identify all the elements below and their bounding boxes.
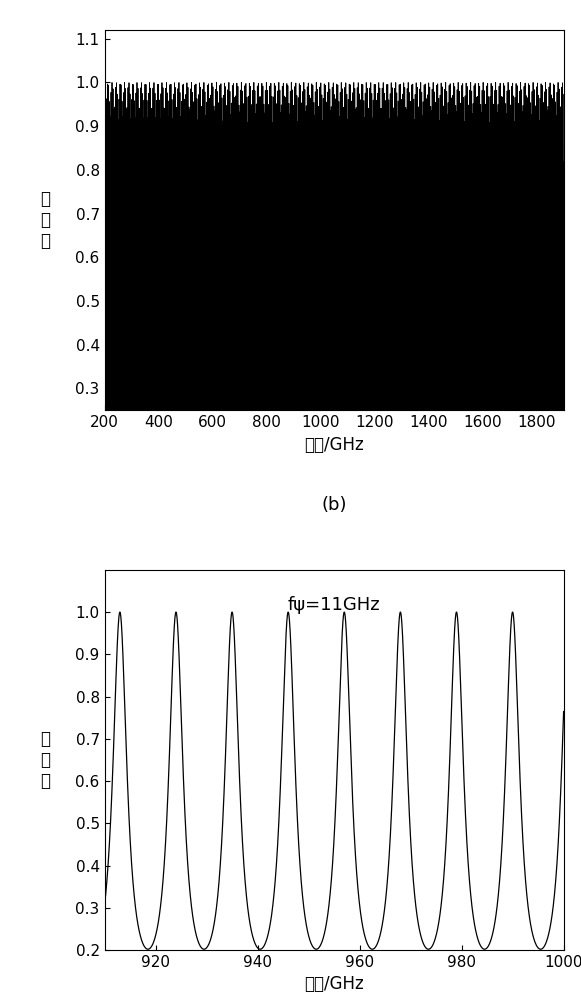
Y-axis label: 透
射
率: 透 射 率: [40, 190, 50, 250]
Text: (b): (b): [321, 496, 347, 514]
Text: fψ=11GHz: fψ=11GHz: [288, 596, 381, 614]
X-axis label: 频率/GHz: 频率/GHz: [304, 975, 364, 993]
Y-axis label: 透
射
率: 透 射 率: [40, 730, 50, 790]
X-axis label: 频率/GHz: 频率/GHz: [304, 436, 364, 454]
